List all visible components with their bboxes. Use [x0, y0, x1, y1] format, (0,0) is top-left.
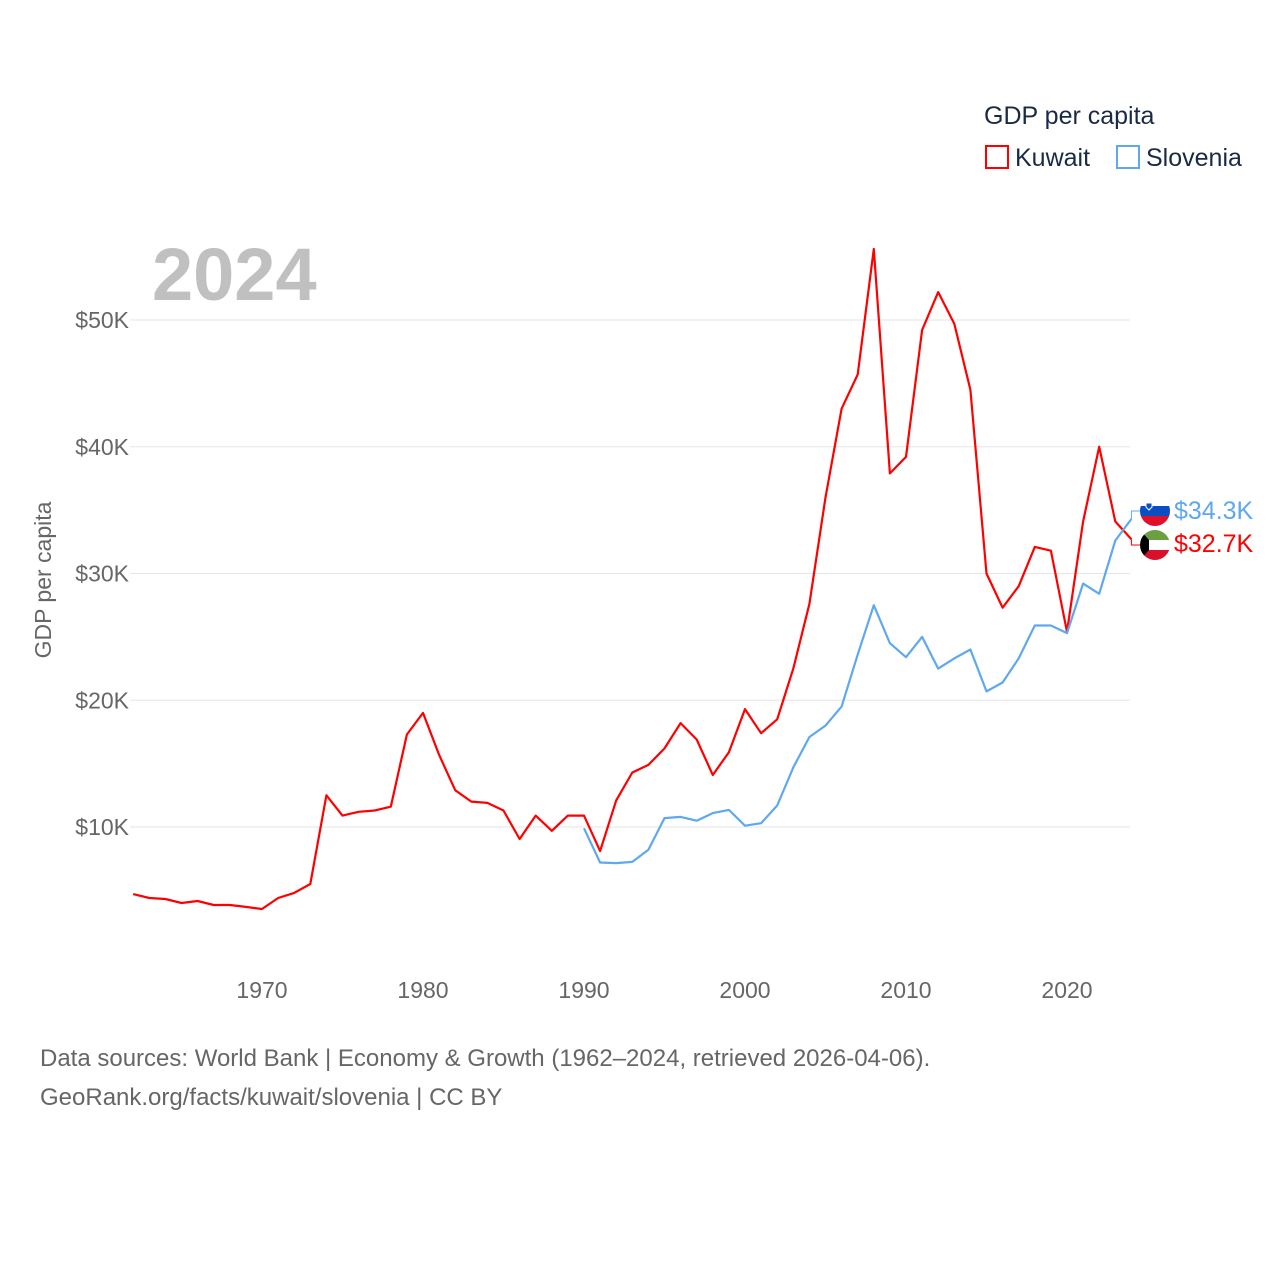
y-axis-label: GDP per capita — [30, 501, 56, 658]
series-line-kuwait — [132, 247, 1133, 911]
x-tick-label: 2010 — [880, 977, 931, 1003]
y-tick-label: $50K — [75, 307, 129, 333]
x-tick-label: 1970 — [236, 977, 287, 1003]
legend-label-kuwait[interactable]: Kuwait — [1015, 144, 1090, 172]
legend: GDP per capita Kuwait Slovenia — [984, 102, 1242, 172]
end-label-slovenia: $34.3K — [1174, 497, 1254, 525]
footer-credit[interactable]: GeoRank.org/facts/kuwait/slovenia | CC B… — [40, 1084, 503, 1111]
x-tick-label: 1980 — [397, 977, 448, 1003]
legend-label-slovenia[interactable]: Slovenia — [1146, 144, 1242, 172]
x-tick-label: 2000 — [719, 977, 770, 1003]
y-tick-label: $40K — [75, 434, 129, 460]
y-tick-label: $30K — [75, 561, 129, 587]
line-chart: $10K $20K $30K $40K $50K 1970 1980 1990 2000 2010… — [30, 102, 1254, 1003]
year-watermark: 2024 — [152, 233, 317, 316]
end-label-connector — [1130, 510, 1140, 519]
end-label-connector — [1130, 539, 1140, 546]
legend-swatch-slovenia — [1116, 145, 1140, 169]
end-label-kuwait: $32.7K — [1174, 530, 1254, 558]
legend-swatch-kuwait — [985, 145, 1009, 169]
footer-sources: Data sources: World Bank | Economy & Gro… — [40, 1045, 931, 1072]
kuwait-flag-icon — [1140, 530, 1170, 560]
slovenia-flag-icon — [1140, 496, 1170, 526]
y-tick-label: $20K — [75, 687, 129, 713]
x-tick-label: 1990 — [558, 977, 609, 1003]
legend-title: GDP per capita — [984, 102, 1155, 130]
series-line-slovenia — [583, 518, 1133, 865]
x-tick-label: 2020 — [1041, 977, 1092, 1003]
y-tick-label: $10K — [75, 814, 129, 840]
